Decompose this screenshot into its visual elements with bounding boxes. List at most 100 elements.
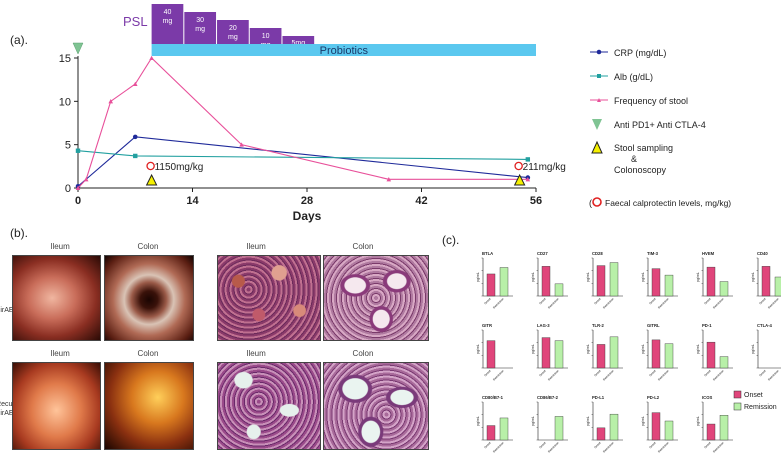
bar-icos-onset [706,423,716,441]
bar-tick-label-cd27-onset: Onset [538,297,547,306]
bar-cd80-b7-1-onset [486,425,496,441]
subplot-ylabel-ctla-4: pg/mL [751,344,755,354]
bar-tick-label-btla-remission: Remission [492,297,505,310]
psl-dose-line-1-1: mg [195,26,205,33]
series-point-crp-mg-dl-1 [132,134,138,140]
bar-tick-label-tim-3-onset: Onset [648,297,657,306]
legend-marker-frequency-of-stool [597,98,601,102]
legend-label-stool-sampling-colonoscopy-0: Stool sampling [614,143,673,153]
series-point-frequency-of-stool-4 [149,55,154,60]
col-title-ileum-histology-row2: Ileum [246,349,266,358]
subplot-ylabel-tim-3: pg/mL [641,272,645,282]
calprotectin-marker-1 [514,161,523,171]
y-tick-label-10: 10 [59,96,71,108]
histology-colon-recurrence [323,362,429,450]
panel-c-label: (c). [442,233,459,247]
bar-tick-label-tim-3-remission: Remission [657,297,670,310]
series-point-frequency-of-stool-1 [83,177,89,182]
bar-lag-3-remission [554,340,564,369]
subplot-ylabel-cd80-b7-1: pg/mL [476,416,480,426]
psl-dose-line-3-0: 10 [262,33,270,40]
calprotectin-marker-0 [146,161,155,171]
subplot-title-pd-l1: PD-L1 [592,395,605,400]
col-title-colon-endoscopy: Colon [137,242,159,251]
bar-tlr-2-onset [596,344,606,369]
subplot-title-pd-1: PD-1 [702,323,712,328]
col-title-colon-endoscopy-row2: Colon [137,349,159,358]
legend-label-stool-sampling-colonoscopy-1: & [631,154,637,164]
subplot-ylabel-cd86-b7-2: pg/mL [531,416,535,426]
histology-ileum-recurrence [217,362,321,450]
bar-tick-label-lag-3-onset: Onset [538,369,547,378]
bar-tick-label-pd-l2-onset: Onset [648,441,657,450]
legend-label-alb-g-dl: Alb (g/dL) [614,72,653,82]
bar-tick-label-cd80-b7-1-remission: Remission [492,441,505,453]
stool-sampling-marker-1 [513,173,526,186]
series-point-frequency-of-stool-0 [75,185,81,190]
bar-tick-label-cd86-b7-2-onset: Onset [538,441,547,450]
endoscopy-ileum-recurrence [12,362,101,450]
bar-pd-1-remission [719,356,729,369]
subplot-ylabel-pd-l1: pg/mL [586,416,590,426]
legend-swatch-onset [733,390,742,399]
psl-dose-bar-1 [184,12,217,44]
panel-a-label: (a). [10,33,28,47]
bar-btla-onset [486,273,496,297]
calprotectin-label-1: 211mg/kg [523,162,566,173]
bar-pd-l2-remission [664,420,674,441]
psl-dose-line-2-0: 20 [229,25,237,32]
bar-tick-label-pd-1-onset: Onset [703,369,712,378]
psl-dose-label-2: 20 mg [228,25,238,41]
legend-label-stool-sampling-colonoscopy-2: Colonoscopy [614,165,667,175]
bar-tick-label-ctla-4-onset: Onset [758,369,767,378]
x-tick-label-56: 56 [530,195,542,207]
col-title-ileum-endoscopy: Ileum [50,242,70,251]
bar-tick-label-hvem-remission: Remission [712,297,725,310]
series-point-frequency-of-stool-2 [108,99,114,104]
bar-tick-label-cd28-remission: Remission [602,297,615,310]
stool-sampling-marker-0 [145,173,158,186]
psl-dose-line-0-0: 40 [164,9,172,16]
bar-tick-label-gitrl-onset: Onset [648,369,657,378]
probiotics-label: Probiotics [320,45,369,57]
subplot-title-ctla-4: CTLA-4 [757,323,773,328]
legend-marker-crp-mg-dl [596,49,602,55]
col-title-colon-histology-row2: Colon [352,349,374,358]
legend-label-anti-pd1-anti-ctla-4: Anti PD1+ Anti CTLA-4 [614,120,706,130]
subplot-title-gitrl: GITRL [647,323,660,328]
bar-cd28-onset [596,265,606,297]
bar-tick-label-gitr-onset: Onset [483,369,492,378]
anti-pd1-marker [72,42,84,55]
bar-pd-l1-onset [596,427,606,441]
subplot-title-tim-3: TIM-3 [647,251,659,256]
bar-tick-label-ctla-4-remission: Remission [767,369,780,382]
bar-tick-label-gitr-remission: Remission [492,369,505,382]
x-tick-label-14: 14 [186,195,199,207]
bar-tick-label-cd40-remission: Remission [767,297,780,310]
subplot-title-lag-3: LAG-3 [537,323,550,328]
bar-cd86-b7-2-remission [554,416,564,441]
psl-dose-label-1: 30 mg [195,17,205,33]
series-line-frequency-of-stool [77,57,528,189]
subplot-title-tlr-2: TLR-2 [592,323,605,328]
legend-marker-alb-g-dl [597,74,601,78]
bar-tick-label-icos-onset: Onset [703,441,712,450]
bar-tim-3-onset [651,268,661,297]
bar-tick-label-gitrl-remission: Remission [657,369,670,382]
psl-dose-label-0: 40 mg [163,9,173,25]
bar-tick-label-pd-l1-remission: Remission [602,441,615,453]
bar-gitrl-remission [664,343,674,369]
legend-label-frequency-of-stool: Frequency of stool [614,96,688,106]
series-point-alb-g-dl-0 [75,148,81,153]
subplot-title-gitr: GITR [482,323,492,328]
endoscopy-colon-onset [104,255,194,341]
bar-icos-remission [719,415,729,441]
panel-b-label: (b). [10,226,28,240]
histology-ileum-onset [217,255,321,341]
col-title-ileum-histology: Ileum [246,242,266,251]
bar-tick-label-cd86-b7-2-remission: Remission [547,441,560,453]
psl-dose-bar-3 [249,28,282,44]
legend-label-remission: Remission [744,404,777,411]
bar-tick-label-tlr-2-remission: Remission [602,369,615,382]
series-point-frequency-of-stool-6 [386,177,392,182]
